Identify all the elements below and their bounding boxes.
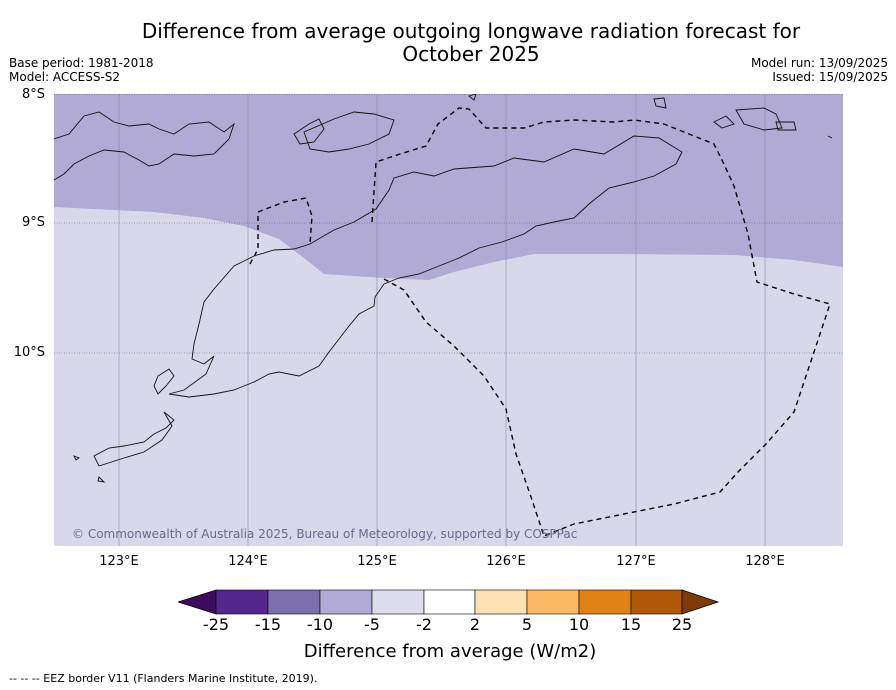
colorbar-bin (578, 589, 632, 615)
colorbar-tick: 15 (620, 615, 642, 634)
lat-label-8s: 8°S (21, 87, 45, 102)
chart-title: Difference from average outgoing longwav… (0, 20, 896, 66)
lat-label-9s: 9°S (21, 215, 45, 230)
colorbar-tick: -15 (254, 615, 282, 634)
lon-label-125e: 125°E (357, 554, 397, 569)
coastlines (54, 94, 833, 483)
title-line-1: Difference from average outgoing longwav… (141, 19, 801, 43)
copyright-notice: © Commonwealth of Australia 2025, Bureau… (72, 527, 578, 541)
graticule (54, 94, 843, 546)
colorbar-extend-low (178, 589, 217, 615)
colorbar-bin (526, 589, 580, 615)
lon-label-126e: 126°E (486, 554, 526, 569)
colorbar-tick: -25 (202, 615, 230, 634)
meta-left: Base period: 1981-2018 Model: ACCESS-S2 (9, 56, 154, 84)
colorbar-tick: -5 (364, 615, 380, 634)
colorbar (178, 589, 720, 615)
colorbar-title: Difference from average (W/m2) (303, 641, 597, 662)
eez-border (249, 107, 831, 537)
colorbar-extend-high (681, 589, 720, 615)
meta-right: Model run: 13/09/2025 Issued: 15/09/2025 (751, 56, 888, 84)
colorbar-bin (267, 589, 321, 615)
colorbar-tick: -10 (306, 615, 334, 634)
map-panel (54, 94, 843, 546)
lon-label-124e: 124°E (228, 554, 268, 569)
colorbar-tick: -2 (416, 615, 432, 634)
anomaly-zone-dark (54, 94, 843, 280)
title-line-2: October 2025 (402, 42, 540, 66)
lon-label-123e: 123°E (99, 554, 139, 569)
lat-label-10s: 10°S (13, 345, 45, 360)
colorbar-bin (474, 589, 528, 615)
model-name: Model: ACCESS-S2 (9, 70, 121, 84)
colorbar-bin (371, 589, 425, 615)
colorbar-tick: 5 (521, 615, 533, 634)
lon-label-128e: 128°E (745, 554, 785, 569)
colorbar-bin (319, 589, 373, 615)
issued-date: Issued: 15/09/2025 (772, 70, 888, 84)
colorbar-tick: 10 (568, 615, 590, 634)
colorbar-bin (215, 589, 269, 615)
colorbar-tick: 25 (671, 615, 693, 634)
colorbar-bin (423, 589, 476, 615)
colorbar-bin (630, 589, 683, 615)
lon-label-127e: 127°E (616, 554, 656, 569)
model-run: Model run: 13/09/2025 (750, 56, 888, 70)
eez-footnote: -- -- -- EEZ border V11 (Flanders Marine… (9, 672, 318, 685)
colorbar-tick: 2 (469, 615, 481, 634)
base-period: Base period: 1981-2018 (9, 56, 154, 70)
